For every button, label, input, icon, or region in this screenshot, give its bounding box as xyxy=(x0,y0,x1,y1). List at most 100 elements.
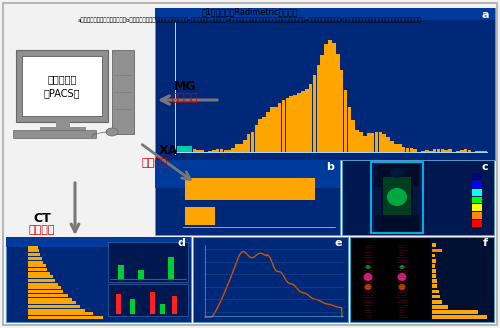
Bar xyxy=(316,65,320,152)
Bar xyxy=(367,133,370,152)
Ellipse shape xyxy=(366,265,370,269)
Bar xyxy=(432,284,437,288)
Bar xyxy=(28,279,56,282)
Bar xyxy=(355,130,359,152)
Bar xyxy=(239,144,242,152)
Bar xyxy=(16,50,108,122)
Ellipse shape xyxy=(106,128,118,136)
Bar xyxy=(28,264,46,267)
Ellipse shape xyxy=(400,265,404,269)
Bar xyxy=(224,150,227,152)
Text: a: a xyxy=(482,10,489,20)
Text: XA: XA xyxy=(158,144,178,156)
Bar xyxy=(421,151,425,152)
FancyBboxPatch shape xyxy=(14,131,96,138)
Bar xyxy=(155,160,340,188)
Bar xyxy=(262,117,266,152)
Bar xyxy=(390,141,394,152)
Bar xyxy=(278,103,281,152)
Bar xyxy=(402,147,406,152)
Bar xyxy=(352,239,430,320)
Bar xyxy=(432,305,448,309)
Bar xyxy=(185,151,188,152)
Bar xyxy=(28,294,68,297)
Bar xyxy=(352,120,355,152)
Bar xyxy=(243,140,246,152)
Bar xyxy=(432,315,487,319)
Bar xyxy=(432,310,478,314)
Bar xyxy=(371,162,423,233)
Bar xyxy=(28,253,40,256)
Bar xyxy=(266,112,270,152)
Bar xyxy=(448,149,452,152)
Bar xyxy=(348,107,351,152)
Bar xyxy=(247,134,250,152)
Text: 連携起動: 連携起動 xyxy=(142,158,168,168)
Bar xyxy=(160,304,165,314)
Bar xyxy=(108,284,188,316)
Bar xyxy=(274,107,278,152)
Bar xyxy=(155,8,495,160)
Text: 電子カルテ: 電子カルテ xyxy=(48,74,76,84)
Bar xyxy=(22,56,102,116)
Bar xyxy=(374,132,378,152)
Bar xyxy=(172,296,177,314)
Bar xyxy=(28,309,86,312)
Bar xyxy=(472,173,482,180)
Text: c: c xyxy=(482,162,488,172)
Bar xyxy=(359,132,363,152)
Bar xyxy=(344,90,347,152)
Bar xyxy=(301,92,304,152)
Bar xyxy=(328,40,332,152)
Bar xyxy=(432,300,442,304)
Bar xyxy=(28,312,94,315)
Bar xyxy=(382,133,386,152)
Bar xyxy=(444,150,448,152)
Bar xyxy=(28,260,43,263)
Bar xyxy=(185,178,315,200)
Bar xyxy=(28,283,58,286)
Bar xyxy=(6,237,191,247)
Bar xyxy=(483,151,487,152)
Bar xyxy=(28,246,38,249)
Bar xyxy=(432,249,442,252)
Text: 連携起動: 連携起動 xyxy=(29,225,55,235)
Bar xyxy=(112,50,134,134)
Bar xyxy=(433,149,436,152)
Bar xyxy=(282,100,286,152)
Bar xyxy=(185,207,215,225)
Bar xyxy=(254,125,258,152)
Bar xyxy=(383,177,411,215)
Bar xyxy=(216,150,220,152)
Bar xyxy=(436,149,440,152)
Text: f: f xyxy=(483,238,488,248)
Bar xyxy=(375,187,381,215)
Bar xyxy=(472,196,482,203)
Bar xyxy=(460,151,464,152)
Bar xyxy=(472,212,482,219)
Text: （PACS）: （PACS） xyxy=(44,88,80,98)
Bar xyxy=(375,164,419,231)
Bar xyxy=(432,254,434,257)
Bar xyxy=(108,242,188,282)
Bar xyxy=(309,84,312,152)
Bar xyxy=(340,70,344,152)
Bar xyxy=(479,151,483,152)
Bar xyxy=(28,290,64,293)
Text: CT: CT xyxy=(33,212,51,224)
Bar xyxy=(290,96,293,152)
Bar xyxy=(208,151,212,152)
Bar xyxy=(476,151,479,152)
Bar xyxy=(28,257,42,260)
Bar xyxy=(28,301,76,304)
Bar xyxy=(181,149,184,152)
Bar xyxy=(456,151,460,152)
Bar xyxy=(398,144,402,152)
Text: a：マンモグラフィの相対位置，b：血管撃影装置の撃影線量と透視線量，c：入射皮膚線量マップ，d：検査ごとの照射線量と造影剤投与量と臓器線量，e：造影剤注入圧波形: a：マンモグラフィの相対位置，b：血管撃影装置の撃影線量と透視線量，c：入射皮膚… xyxy=(78,17,422,23)
Bar xyxy=(413,187,419,215)
Bar xyxy=(193,237,348,322)
Bar xyxy=(414,149,417,152)
Bar xyxy=(270,107,274,152)
Bar xyxy=(28,249,39,253)
Text: 図1　どこでもRadimetricの連携図: 図1 どこでもRadimetricの連携図 xyxy=(202,8,298,16)
